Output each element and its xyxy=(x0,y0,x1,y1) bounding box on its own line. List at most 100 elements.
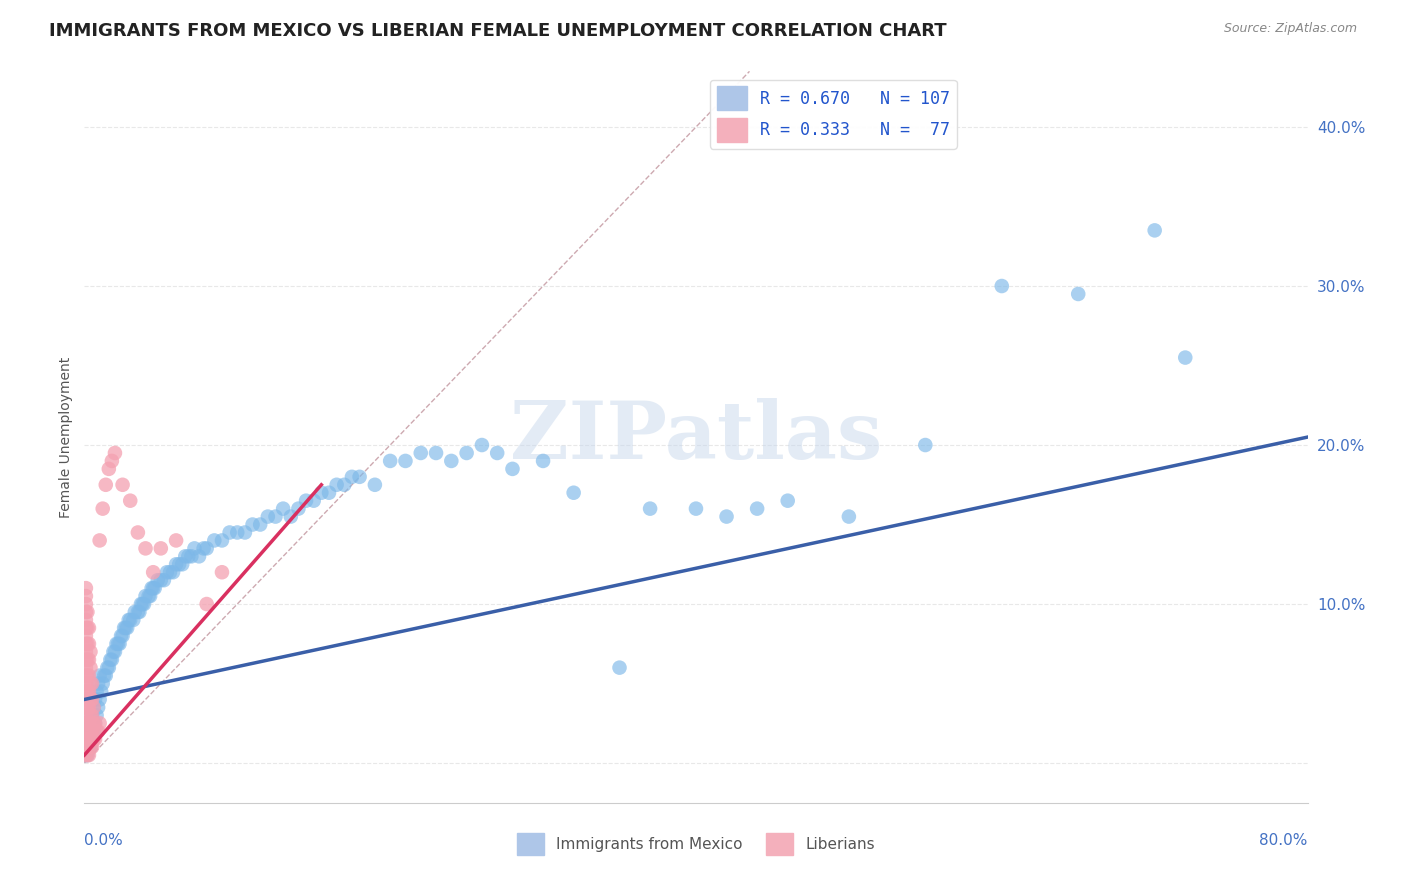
Point xyxy=(104,645,127,659)
Point xyxy=(103,645,125,659)
Point xyxy=(101,653,124,667)
Point xyxy=(77,653,100,667)
Point xyxy=(716,509,738,524)
Point xyxy=(349,470,371,484)
Point xyxy=(77,700,100,714)
Point xyxy=(76,732,98,747)
Point xyxy=(79,645,101,659)
Point xyxy=(110,629,132,643)
Point xyxy=(75,676,97,690)
Point xyxy=(80,724,103,739)
Point xyxy=(146,573,169,587)
Point xyxy=(211,566,233,580)
Point xyxy=(991,279,1014,293)
Point xyxy=(107,637,129,651)
Point xyxy=(86,708,108,723)
Point xyxy=(218,525,240,540)
Point xyxy=(75,645,97,659)
Point xyxy=(76,716,98,731)
Point xyxy=(101,454,124,468)
Point xyxy=(77,724,100,739)
Point xyxy=(75,716,97,731)
Point xyxy=(129,597,152,611)
Point xyxy=(264,509,287,524)
Point xyxy=(638,501,661,516)
Point xyxy=(79,740,101,755)
Point xyxy=(97,660,120,674)
Y-axis label: Female Unemployment: Female Unemployment xyxy=(59,357,73,517)
Point xyxy=(364,477,387,491)
Point xyxy=(302,493,325,508)
Point xyxy=(77,684,100,698)
Point xyxy=(86,724,108,739)
Point xyxy=(75,732,97,747)
Point xyxy=(93,668,115,682)
Point xyxy=(838,509,860,524)
Point xyxy=(76,700,98,714)
Point xyxy=(131,597,153,611)
Point xyxy=(79,740,101,755)
Point xyxy=(76,748,98,763)
Point xyxy=(94,668,117,682)
Point xyxy=(142,581,165,595)
Point xyxy=(80,692,103,706)
Point xyxy=(135,541,157,556)
Text: 0.0%: 0.0% xyxy=(84,833,124,848)
Point xyxy=(249,517,271,532)
Point xyxy=(75,660,97,674)
Point xyxy=(193,541,215,556)
Point xyxy=(108,637,131,651)
Point xyxy=(77,637,100,651)
Point xyxy=(87,676,110,690)
Point xyxy=(149,541,172,556)
Point xyxy=(79,708,101,723)
Point xyxy=(440,454,463,468)
Point xyxy=(87,700,110,714)
Point xyxy=(91,676,114,690)
Point xyxy=(139,589,162,603)
Point xyxy=(562,485,585,500)
Point xyxy=(77,716,100,731)
Point xyxy=(333,477,356,491)
Point xyxy=(609,660,631,674)
Point xyxy=(89,716,111,731)
Point xyxy=(1174,351,1197,365)
Point xyxy=(1067,287,1090,301)
Point xyxy=(84,732,107,747)
Point xyxy=(75,581,97,595)
Point xyxy=(104,446,127,460)
Point xyxy=(153,573,176,587)
Point xyxy=(174,549,197,564)
Point xyxy=(84,716,107,731)
Point xyxy=(118,613,141,627)
Point xyxy=(86,684,108,698)
Point xyxy=(94,477,117,491)
Point xyxy=(83,700,105,714)
Point xyxy=(84,716,107,731)
Point xyxy=(77,621,100,635)
Point xyxy=(76,605,98,619)
Point xyxy=(141,581,163,595)
Point xyxy=(776,493,799,508)
Point xyxy=(233,525,256,540)
Point xyxy=(75,637,97,651)
Point xyxy=(75,597,97,611)
Point xyxy=(122,613,145,627)
Point xyxy=(75,589,97,603)
Point xyxy=(747,501,769,516)
Point xyxy=(409,446,432,460)
Point xyxy=(143,581,166,595)
Point xyxy=(79,676,101,690)
Point xyxy=(87,724,110,739)
Point xyxy=(394,454,416,468)
Point xyxy=(128,605,150,619)
Point xyxy=(75,613,97,627)
Point xyxy=(135,589,157,603)
Point xyxy=(83,700,105,714)
Point xyxy=(142,566,165,580)
Point xyxy=(76,748,98,763)
Point xyxy=(271,501,294,516)
Point xyxy=(76,653,98,667)
Point xyxy=(80,708,103,723)
Point xyxy=(112,621,135,635)
